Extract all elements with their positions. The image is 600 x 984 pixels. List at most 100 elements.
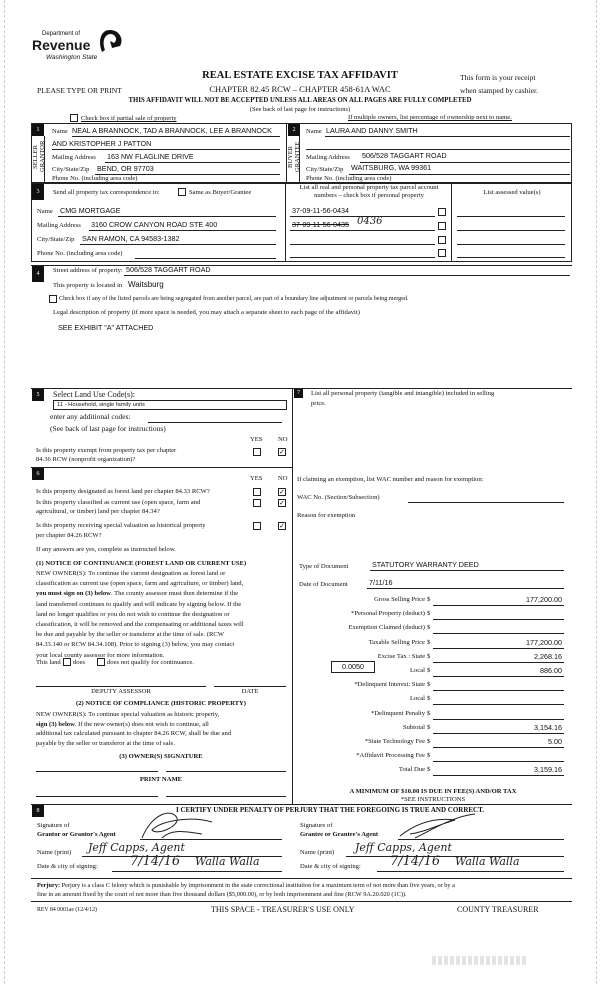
forest-no-checkbox[interactable]: ✓ <box>278 488 286 496</box>
buyer-name-field[interactable]: LAURA AND DANNY SMITH <box>326 126 418 135</box>
notice-line: classification as current use (open spac… <box>36 580 244 588</box>
question-text: agricultural, or timber) land per chapte… <box>36 508 160 515</box>
currency-symbol: $ <box>427 766 431 774</box>
forest-yes-checkbox[interactable] <box>253 488 261 496</box>
corr-name-field[interactable]: CMG MORTGAGE <box>60 206 121 215</box>
grantee-name-field[interactable]: Jeff Capps, Agent <box>355 841 452 854</box>
scan-edge-left <box>4 0 5 984</box>
historic-yes-checkbox[interactable] <box>253 522 261 530</box>
yes-header: YES <box>250 475 263 482</box>
seller-mailing-field[interactable]: 163 NW FLAGLINE DRIVE <box>107 152 194 161</box>
personal-property-checkbox[interactable] <box>438 222 446 230</box>
amount-label: Excise Tax : State <box>377 652 425 660</box>
corr-city-field[interactable]: SAN RAMON, CA 94583-1382 <box>82 234 180 243</box>
currency-symbol: $ <box>427 681 431 689</box>
personal-property-checkbox[interactable] <box>438 208 446 216</box>
doc-type-label: Type of Document <box>299 563 349 570</box>
doc-date-field[interactable]: 7/11/16 <box>369 578 393 587</box>
notice-line: your local county assessor for more info… <box>36 651 165 659</box>
current-use-yes-checkbox[interactable] <box>253 499 261 507</box>
grantor-date-field[interactable]: 7/14/16 <box>130 854 181 869</box>
currency-symbol: $ <box>427 596 431 603</box>
owner-signature-label: (3) OWNER(S) SIGNATURE <box>119 753 203 760</box>
currency-symbol: $ <box>427 610 431 618</box>
street-field[interactable]: 506/528 TAGGART ROAD <box>126 265 211 274</box>
minimum-note: A MINIMUM OF $10.00 IS DUE IN FEE(S) AND… <box>349 788 517 795</box>
doc-type-field[interactable]: STATUTORY WARRANTY DEED <box>372 560 479 569</box>
buyer-mailing-field[interactable]: 506/528 TAGGART ROAD <box>362 151 447 160</box>
does-not-label: does not qualify for continuance. <box>107 659 194 666</box>
historic-no-checkbox[interactable]: ✓ <box>278 522 286 530</box>
amount-value[interactable]: 177,200.00 <box>526 637 562 647</box>
grantee-date-label: Date & city of signing: <box>300 863 361 870</box>
seller-city-field[interactable]: BEND, OR 97703 <box>97 164 154 173</box>
amount-value[interactable]: 177,200.00 <box>526 595 562 604</box>
divider <box>299 136 300 183</box>
exempt-yes-checkbox[interactable] <box>253 448 261 456</box>
current-use-no-checkbox[interactable]: ✓ <box>278 499 286 507</box>
grantor-date-label: Date & city of signing: <box>37 863 98 870</box>
seller-city-label: City/State/Zip <box>52 166 90 173</box>
amount-value[interactable]: 886.00 <box>540 666 562 675</box>
grantor-signature-label: Signature of <box>37 822 70 829</box>
does-not-qualify-checkbox[interactable] <box>97 658 105 666</box>
amount-value[interactable]: 5.00 <box>548 737 562 746</box>
section-number-5: 5 <box>32 389 44 401</box>
corr-mailing-field[interactable]: 3160 CROW CANYON ROAD STE 400 <box>91 220 218 229</box>
perjury-line-2: fine in an amount fixed by the court of … <box>37 891 407 898</box>
instructions-note: (See back of last page for instructions) <box>249 106 351 113</box>
partial-sale-checkbox[interactable] <box>70 114 78 122</box>
section-number-3: 3 <box>32 184 44 200</box>
currency-symbol: $ <box>427 709 431 717</box>
section-number-7: 7 <box>294 389 303 398</box>
legal-description-field[interactable]: SEE EXHIBIT "A" ATTACHED <box>58 323 154 332</box>
currency-symbol: $ <box>427 695 431 703</box>
yes-header: YES <box>250 436 263 443</box>
exempt-no-checkbox[interactable]: ✓ <box>278 448 286 456</box>
notice-line: be due and payable by the seller or tran… <box>36 631 225 639</box>
amount-label: *Delinquent Penalty <box>370 709 425 717</box>
amount-value[interactable]: 3,159.16 <box>534 765 562 775</box>
amount-label: Taxable Selling Price <box>368 638 425 646</box>
amount-label: Local <box>409 695 425 703</box>
grantor-signature[interactable] <box>132 808 222 842</box>
reason-label: Reason for exemption <box>297 512 356 519</box>
currency-symbol: $ <box>427 738 431 745</box>
local-rate-field[interactable]: 0.0050 <box>331 661 375 673</box>
grantor-name-field[interactable]: Jeff Capps, Agent <box>88 841 185 854</box>
corr-phone-label: Phone No. (including area code) <box>37 250 123 257</box>
amount-value[interactable]: 2,268.16 <box>534 651 562 661</box>
parcel-number[interactable]: 37-09-11-56-0435 <box>292 220 350 229</box>
parcel-number[interactable]: 37-09-11-56-0434 <box>292 206 350 215</box>
logo-line-3: Washington State <box>46 54 98 61</box>
section-number-8: 8 <box>32 805 44 817</box>
personal-property-checkbox[interactable] <box>438 249 446 257</box>
grantee-signature[interactable] <box>395 810 485 842</box>
same-as-buyer-checkbox[interactable] <box>178 188 186 196</box>
divider <box>286 123 287 183</box>
amount-value[interactable]: 3,154.16 <box>534 722 562 732</box>
amount-label: *Affidavit Processing Fee <box>356 752 425 760</box>
seller-name-field[interactable]: NEAL A BRANNOCK, TAD A BRANNOCK, LEE A B… <box>72 126 272 135</box>
seller-name-field-2[interactable]: AND KRISTOPHER J PATTON <box>52 139 152 148</box>
currency-symbol: $ <box>427 624 431 632</box>
grantee-city-field[interactable]: Walla Walla <box>455 855 520 868</box>
this-land-label: This land <box>36 659 61 666</box>
seller-phone-label: Phone No. (including area code) <box>52 175 138 182</box>
grantor-agent-label: Grantor or Grantor's Agent <box>37 831 116 838</box>
personal-property-checkbox[interactable] <box>438 236 446 244</box>
if-yes-note: If any answers are yes, complete as inst… <box>36 546 176 553</box>
grantor-city-field[interactable]: Walla Walla <box>195 855 260 868</box>
grantee-date-field[interactable]: 7/14/16 <box>390 854 441 869</box>
located-label: This property is located in <box>53 282 123 289</box>
currency-symbol: $ <box>427 638 431 646</box>
seller-buyer-section <box>31 123 572 183</box>
land-use-select[interactable]: 11 - Household, single family units <box>53 400 287 410</box>
notice-line: classification, it will be removed and t… <box>36 621 244 628</box>
same-as-buyer-label: Same as Buyer/Grantee <box>189 189 252 196</box>
notice-line: 84.33.140 or RCW 84.34.108). Prior to si… <box>36 641 235 649</box>
segregated-checkbox[interactable] <box>49 295 57 303</box>
does-qualify-checkbox[interactable] <box>63 658 71 666</box>
buyer-city-field[interactable]: WAITSBURG, WA 99361 <box>351 163 432 172</box>
located-field[interactable]: Waitsburg <box>128 280 164 289</box>
